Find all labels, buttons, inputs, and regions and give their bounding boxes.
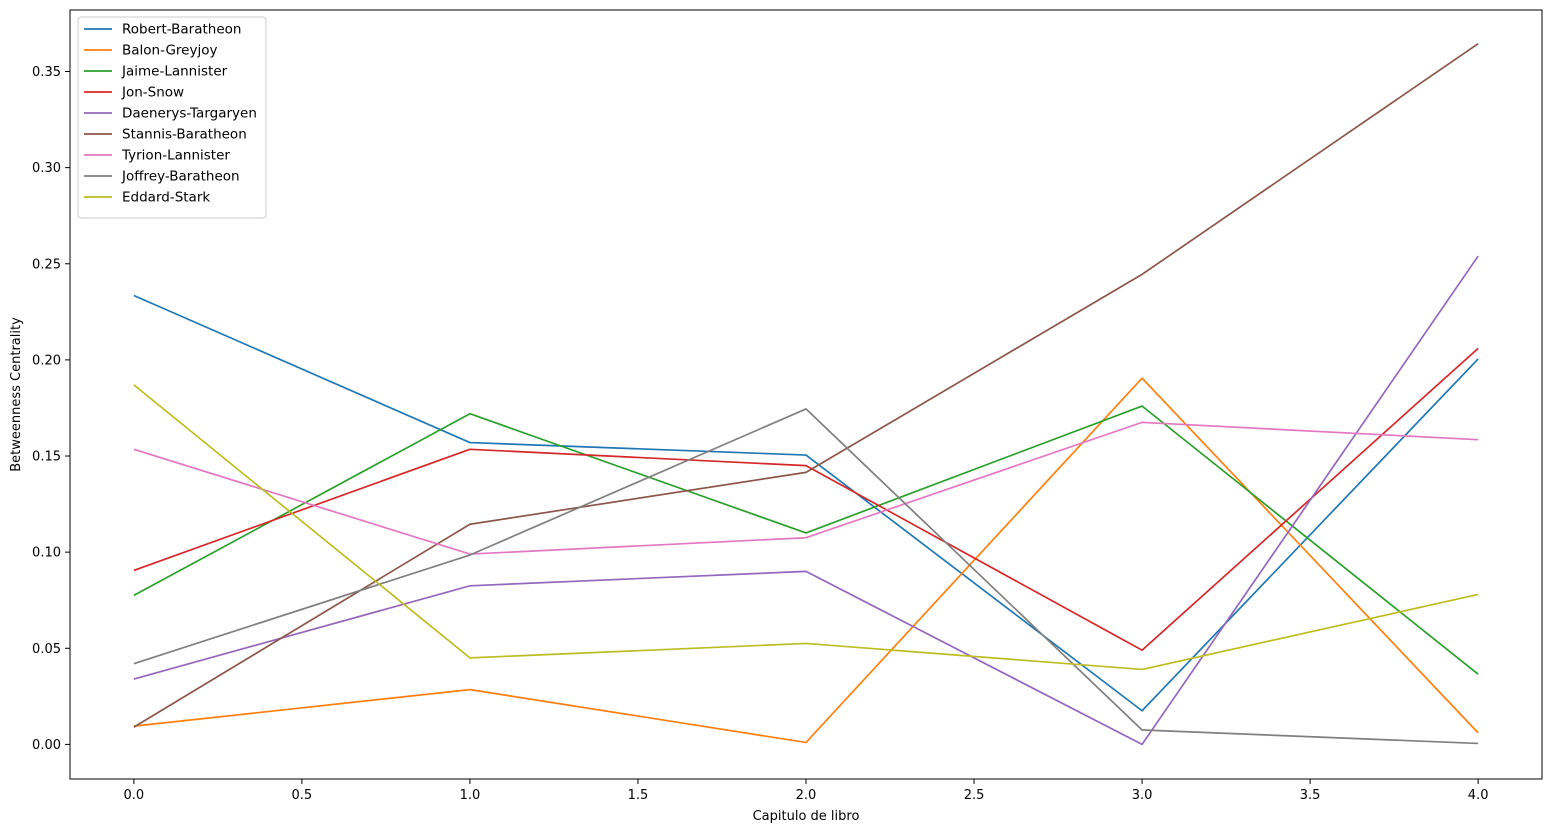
x-tick-label: 2.5 (964, 788, 985, 803)
y-tick-label: 0.30 (32, 161, 61, 176)
x-tick-label: 3.5 (1300, 788, 1321, 803)
legend-box (77, 16, 267, 219)
y-tick-label: 0.15 (32, 450, 61, 465)
y-tick-label: 0.10 (32, 546, 61, 561)
series-line-jon-snow (133, 347, 1479, 652)
legend-label-jon-snow: Jon-Snow (121, 85, 184, 101)
legend-label-jaime-lannister: Jaime-Lannister (121, 64, 228, 80)
legend-label-robert-baratheon: Robert-Baratheon (122, 22, 241, 38)
legend-label-daenerys-targaryen: Daenerys-Targaryen (122, 106, 257, 122)
y-tick-label: 0.00 (32, 738, 61, 753)
legend-label-joffrey-baratheon: Joffrey-Baratheon (121, 169, 240, 185)
legend-label-eddard-stark: Eddard-Stark (122, 190, 210, 206)
x-tick-label: 2.0 (796, 788, 817, 803)
series-line-joffrey-baratheon (133, 408, 1479, 745)
y-tick-label: 0.05 (32, 642, 61, 657)
series-layer (133, 42, 1479, 746)
y-axis-label: Betweenness Centrality (9, 317, 24, 472)
x-tick-label: 0.5 (292, 788, 313, 803)
x-tick-label: 1.0 (460, 788, 481, 803)
series-line-jaime-lannister (133, 405, 1479, 675)
series-line-robert-baratheon (133, 294, 1479, 712)
y-tick-label: 0.20 (32, 353, 61, 368)
legend-label-tyrion-lannister: Tyrion-Lannister (121, 148, 230, 164)
legend-label-stannis-baratheon: Stannis-Baratheon (122, 127, 247, 143)
legend: Robert-Baratheon Balon-Greyjoy Jaime-Lanni… (77, 16, 267, 219)
x-tick-label: 0.0 (124, 788, 145, 803)
series-line-eddard-stark (133, 384, 1479, 671)
x-axis-label: Capitulo de libro (753, 809, 860, 824)
series-line-tyrion-lannister (133, 421, 1479, 555)
x-axis-ticks: 0.0 0.5 1.0 1.5 2.0 2.5 3.0 3.5 4.0 (124, 779, 1489, 803)
x-tick-label: 3.0 (1132, 788, 1153, 803)
y-tick-label: 0.25 (32, 257, 61, 272)
legend-label-balon-greyjoy: Balon-Greyjoy (122, 43, 217, 59)
series-line-daenerys-targaryen (133, 255, 1479, 746)
y-axis-ticks: 0.00 0.05 0.10 0.15 0.20 0.25 0.30 0.35 (32, 65, 70, 753)
x-tick-label: 4.0 (1468, 788, 1489, 803)
y-tick-label: 0.35 (32, 65, 61, 80)
x-tick-label: 1.5 (628, 788, 649, 803)
